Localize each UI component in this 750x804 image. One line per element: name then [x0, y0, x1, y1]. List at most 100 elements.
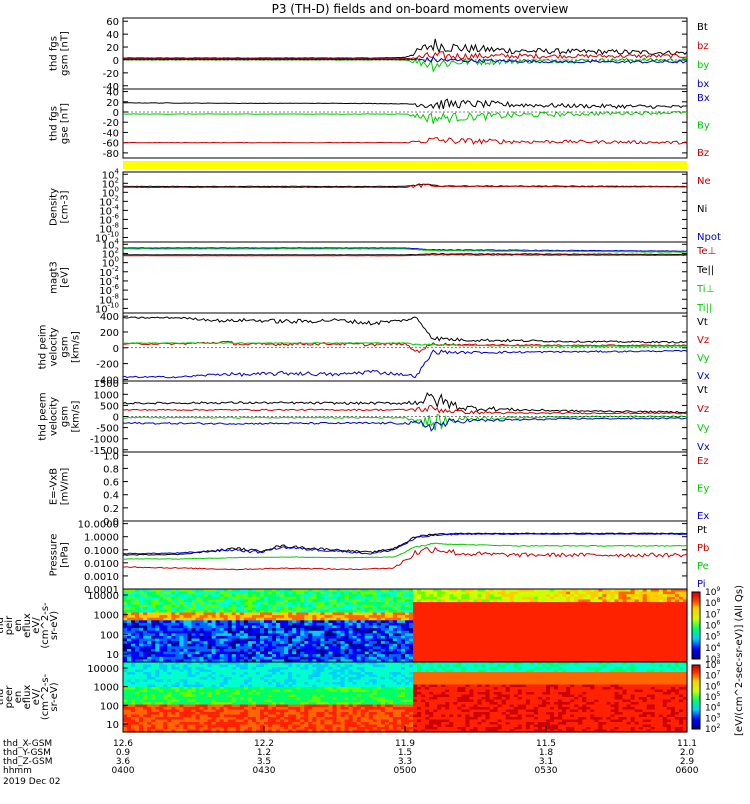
- ylabel-line: sr-eV): [49, 611, 60, 640]
- y-tick-label: 0.2: [103, 504, 119, 515]
- legend-entry: Ez: [697, 456, 709, 467]
- y-tick-label: 60: [106, 17, 119, 28]
- panel-8: 10.00001.00000.10000.01000.00100.0001PtP…: [49, 520, 710, 596]
- panel-3: 10410210010-210-410-610-810-10NeNiNpotDe…: [49, 167, 721, 244]
- panel-frame: [123, 172, 687, 242]
- y-tick-exponent: -2: [112, 265, 119, 273]
- legend-entry: Pb: [697, 543, 709, 554]
- legend-entry: Vy: [697, 353, 710, 364]
- legend-entry: Vt: [697, 385, 708, 396]
- ylabel-line: velocity: [49, 397, 60, 436]
- y-tick-exponent: 2: [115, 246, 119, 254]
- y-tick-exponent: 4: [115, 237, 120, 245]
- ylabel-line: thd peem: [38, 392, 49, 440]
- colorbar-tick-exponent: 8: [716, 597, 720, 604]
- legend-entry: Ey: [697, 484, 709, 495]
- y-tick-label: 40: [106, 30, 119, 41]
- colorbar-tick-exponent: 6: [716, 620, 720, 627]
- ylabel-line: gsm: [60, 336, 71, 357]
- panel-frame: [123, 242, 687, 313]
- colorbar-tick-exponent: 4: [716, 642, 720, 649]
- ylabel-line: velocity: [49, 327, 60, 366]
- y-tick-label: 1500: [94, 379, 119, 390]
- ylabel-line: Pressure: [49, 534, 60, 577]
- status-bar: [123, 161, 687, 169]
- colorbar-tick-exponent: 9: [716, 586, 720, 593]
- legend-entry: Pt: [697, 525, 707, 536]
- y-tick-label: 0.8: [103, 464, 119, 475]
- ylabel-line: gsm [nT]: [60, 31, 71, 76]
- y-tick-label: -20: [103, 69, 119, 80]
- panel-ylabel: magt3[eV]: [49, 261, 71, 294]
- y-tick-label: 1000: [94, 611, 119, 622]
- y-tick-label: 0: [113, 413, 119, 424]
- ylabel-line: gse [nT]: [60, 103, 71, 144]
- y-tick-label: 0: [113, 344, 119, 355]
- y-tick-exponent: -8: [112, 221, 119, 229]
- y-tick-label: 0.4: [103, 491, 119, 502]
- y-tick-label: 1.0: [103, 451, 119, 462]
- panel-ylabel: Pressure[nPa]: [49, 534, 71, 577]
- legend-entry: Ti⊥: [696, 284, 714, 295]
- y-tick-label: 0.0100: [84, 559, 119, 570]
- panel-ylabel: thdpeirenefluxeV/(cm^2-s-sr-eV): [0, 602, 60, 649]
- ylabel-line: thd fgs: [49, 106, 60, 141]
- y-tick-label: 200: [100, 328, 119, 339]
- panel-frame: [123, 452, 687, 521]
- panel-ylabel: Density[cm-3]: [49, 188, 71, 226]
- y-tick-label: -500: [96, 424, 119, 435]
- ylabel-line: Density: [49, 188, 60, 226]
- y-tick-exponent: -10: [108, 301, 119, 309]
- y-tick-exponent: 4: [115, 167, 120, 175]
- legend-entry: Vt: [697, 317, 708, 328]
- y-tick-exponent: -4: [112, 274, 120, 282]
- panel-ylabel: thd fgsgse [nT]: [49, 103, 71, 144]
- legend-entry: Bx: [697, 93, 710, 104]
- legend-entry: Vx: [697, 371, 710, 382]
- y-tick-label: 10.0000: [78, 520, 119, 531]
- panel-frame: [123, 521, 687, 589]
- ylabel-line: thd fgs: [49, 36, 60, 71]
- ylabel-line: magt3: [49, 261, 60, 294]
- panel-ylabel: thd fgsgsm [nT]: [49, 31, 71, 76]
- panel-4: 10410210010-210-410-610-810-10Te⊥Te||Ti⊥…: [49, 237, 717, 315]
- y-tick-label: 0.0010: [84, 572, 119, 583]
- legend-entry: bx: [697, 79, 709, 90]
- y-tick-exponent: -8: [112, 292, 119, 300]
- panel-ylabel: thd peimvelocitygsm[km/s]: [38, 325, 82, 370]
- y-tick-label: 400: [100, 312, 119, 323]
- y-tick-label: -1000: [90, 435, 119, 446]
- y-tick-exponent: -6: [112, 283, 120, 291]
- legend-entry: Ex: [697, 511, 709, 522]
- y-tick-label: 20: [106, 43, 119, 54]
- y-tick-label: -80: [103, 149, 119, 160]
- ylabel-line: gsm: [60, 406, 71, 427]
- ylabel-line: [mV/m]: [60, 468, 71, 506]
- ylabel-line: [eV]: [60, 267, 71, 288]
- y-tick-exponent: -6: [112, 212, 120, 220]
- ylabel-line: [km/s]: [71, 331, 82, 363]
- legend-entry: By: [697, 121, 710, 132]
- legend-entry: Vx: [697, 442, 710, 453]
- legend-entry: Bz: [697, 148, 709, 159]
- ylabel-line: [km/s]: [71, 400, 82, 432]
- legend-entry: Ti||: [696, 303, 712, 314]
- legend-entry: Vz: [697, 404, 709, 415]
- y-tick-label: 0.6: [103, 478, 119, 489]
- legend-entry: Npot: [697, 232, 721, 243]
- legend-entry: Te⊥: [696, 246, 716, 257]
- panel-ylabel: E=-VxB[mV/m]: [49, 468, 71, 506]
- colorbar: [692, 592, 700, 659]
- panel-ylabel: thd peemvelocitygsm[km/s]: [38, 392, 82, 440]
- ylabel-line: E=-VxB: [49, 468, 60, 505]
- y-tick-exponent: 0: [115, 185, 119, 193]
- y-tick-label: 1000: [94, 390, 119, 401]
- legend-entry: Bt: [697, 22, 708, 33]
- y-tick-label: -200: [96, 360, 119, 371]
